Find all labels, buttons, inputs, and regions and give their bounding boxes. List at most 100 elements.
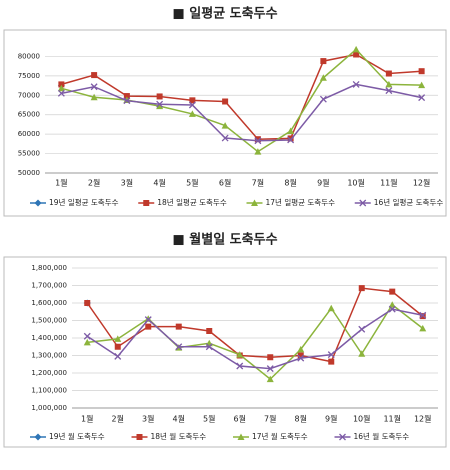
y-tick-label: 55000 [18, 150, 40, 158]
chart-frame [3, 29, 447, 217]
marker [389, 288, 396, 295]
marker [418, 68, 425, 75]
x-tick-label: 11월 [380, 178, 398, 188]
marker [287, 127, 295, 135]
y-tick-label: 80000 [18, 52, 40, 60]
marker [385, 80, 393, 88]
x-tick-label: 2월 [112, 414, 124, 424]
marker [83, 332, 91, 340]
x-tick-label: 6월 [234, 414, 246, 424]
x-tick-label: 5월 [186, 178, 198, 188]
marker [251, 199, 258, 206]
marker [358, 350, 366, 357]
x-tick-label: 4월 [173, 414, 185, 424]
marker [58, 81, 65, 88]
marker [353, 51, 360, 58]
x-tick-label: 7월 [252, 178, 264, 188]
marker [189, 97, 196, 104]
marker [123, 97, 131, 105]
marker [114, 343, 121, 350]
marker [156, 100, 164, 108]
marker [57, 84, 65, 92]
marker [221, 122, 229, 129]
marker [287, 135, 294, 142]
marker [144, 316, 152, 324]
legend-label: 16년 월 도축두수 [354, 431, 410, 441]
x-tick-label: 6월 [219, 178, 231, 188]
marker [34, 433, 42, 441]
marker [136, 434, 143, 440]
marker [175, 343, 183, 351]
marker [254, 137, 262, 145]
marker [143, 200, 150, 206]
y-tick-label: 65000 [18, 111, 40, 119]
marker [327, 304, 335, 312]
marker [388, 305, 396, 313]
marker [254, 136, 261, 143]
marker [352, 80, 360, 88]
marker [83, 338, 91, 346]
x-tick-label: 9월 [317, 178, 329, 188]
marker [156, 102, 164, 110]
marker [388, 301, 396, 308]
marker [352, 45, 360, 53]
series-line [61, 83, 422, 142]
marker [266, 365, 274, 373]
marker [297, 354, 305, 362]
marker [90, 83, 98, 91]
legend-label: 19년 일평균 도축두수 [49, 197, 119, 207]
marker [57, 89, 65, 97]
marker [266, 375, 274, 383]
x-tick-label: 8월 [284, 178, 296, 188]
x-tick-label: 10월 [347, 178, 365, 188]
marker [34, 199, 42, 207]
legend-label: 16년 일평균 도축두수 [374, 197, 444, 207]
marker [114, 352, 122, 360]
y-tick-label: 70000 [18, 91, 40, 99]
x-tick-label: 9월 [325, 414, 337, 424]
marker [156, 93, 163, 100]
y-tick-label: 1,200,000 [31, 369, 67, 377]
legend-label: 17년 일평균 도축두수 [266, 197, 336, 207]
marker [418, 81, 426, 89]
y-tick-label: 1,500,000 [31, 317, 67, 325]
series-line [86, 287, 424, 363]
x-tick-label: 3월 [142, 414, 154, 424]
marker [222, 98, 229, 105]
marker [84, 300, 91, 306]
marker [145, 323, 152, 330]
x-tick-label: 3월 [121, 178, 133, 188]
marker [385, 70, 392, 77]
legend-label: 18년 일평균 도축두수 [157, 197, 227, 207]
marker [188, 110, 196, 117]
series-line [61, 48, 422, 153]
marker [90, 93, 98, 101]
y-tick-label: 75000 [18, 72, 40, 80]
x-tick-label: 7월 [264, 414, 276, 424]
legend-label: 18년 월 도축두수 [151, 431, 207, 441]
marker [320, 58, 327, 65]
marker [221, 134, 229, 142]
x-tick-label: 2월 [88, 178, 100, 188]
y-tick-label: 50000 [18, 169, 40, 177]
marker [114, 335, 122, 342]
marker [327, 351, 335, 359]
marker [339, 433, 346, 441]
marker [418, 94, 426, 102]
legend-label: 17년 월 도축두수 [252, 431, 308, 441]
marker [144, 315, 152, 322]
x-tick-label: 1월 [55, 178, 67, 188]
y-tick-label: 1,300,000 [31, 352, 67, 360]
x-tick-label: 5월 [203, 414, 215, 424]
marker [175, 323, 182, 330]
marker [267, 354, 274, 361]
x-tick-label: 10월 [353, 414, 371, 424]
marker [358, 325, 366, 333]
marker [358, 285, 365, 292]
marker [297, 352, 304, 359]
marker [287, 136, 295, 144]
marker [254, 148, 262, 155]
marker [237, 433, 245, 440]
marker [419, 324, 427, 332]
